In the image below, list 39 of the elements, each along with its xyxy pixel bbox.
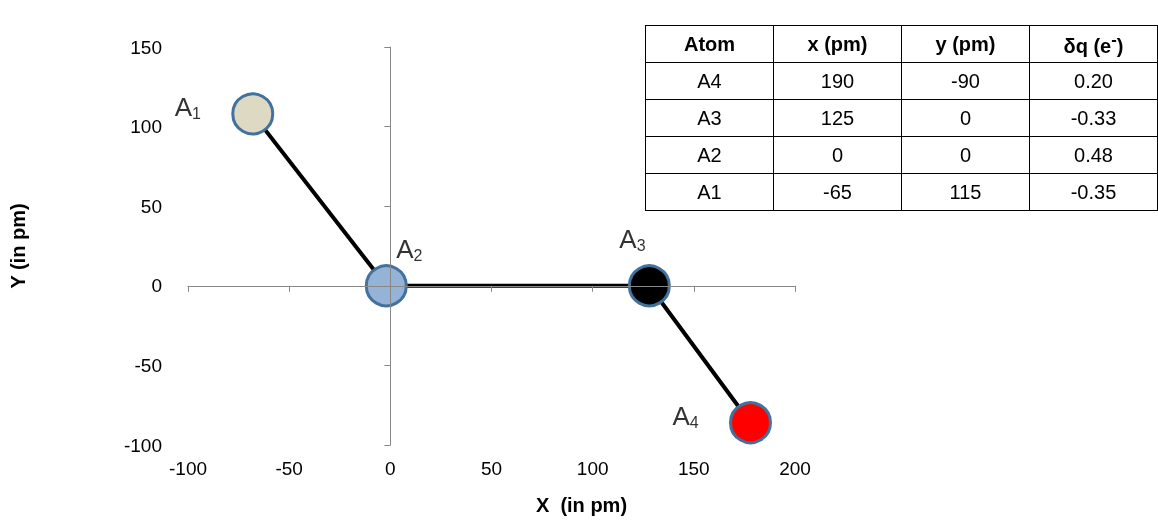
- text: 0: [831, 143, 844, 166]
- y-tick-label: 50: [140, 195, 162, 217]
- x-tick-label: 0: [385, 458, 396, 479]
- category-label: Atom: [645, 25, 774, 63]
- text: -0.35: [1070, 180, 1117, 203]
- point: [231, 92, 275, 136]
- y-tick-label: 0: [151, 275, 162, 297]
- text: 0: [959, 106, 972, 129]
- x-tick-label: -50: [275, 458, 303, 479]
- text: 0: [959, 143, 972, 166]
- x-tick-label: 50: [480, 458, 503, 479]
- text: 0.48: [1074, 143, 1113, 166]
- text: 0.20: [1074, 69, 1113, 92]
- category-label: A3: [697, 106, 722, 129]
- category-label: y (pm): [901, 25, 1030, 63]
- category-label: δq (e$^{-}$): [1029, 25, 1158, 63]
- text: 125: [820, 106, 855, 129]
- x-axis-title: X (in pm): [535, 494, 628, 516]
- point: [729, 401, 772, 445]
- y-tick-label: 150: [130, 36, 162, 58]
- text: -90: [951, 69, 980, 92]
- x-tick-label: 100: [576, 458, 609, 479]
- y-axis-title: Y (in pm): [7, 203, 29, 289]
- y-tick-label: -50: [134, 354, 162, 376]
- point: [364, 264, 408, 308]
- category-label: A2: [697, 143, 722, 166]
- category-label: x (pm): [773, 25, 902, 63]
- y-tick-label: 100: [130, 116, 162, 138]
- text: -65: [823, 180, 852, 203]
- point: [627, 264, 671, 308]
- x-tick-label: -100: [168, 458, 208, 479]
- x-tick-label: 200: [779, 458, 811, 479]
- category-label: A4: [697, 69, 722, 92]
- y-tick-label: -100: [123, 434, 162, 456]
- category-label: A1: [697, 180, 722, 203]
- text: -0.33: [1070, 106, 1117, 129]
- x-tick-label: 150: [677, 458, 710, 479]
- text: 115: [949, 180, 982, 203]
- text: 190: [820, 69, 855, 92]
